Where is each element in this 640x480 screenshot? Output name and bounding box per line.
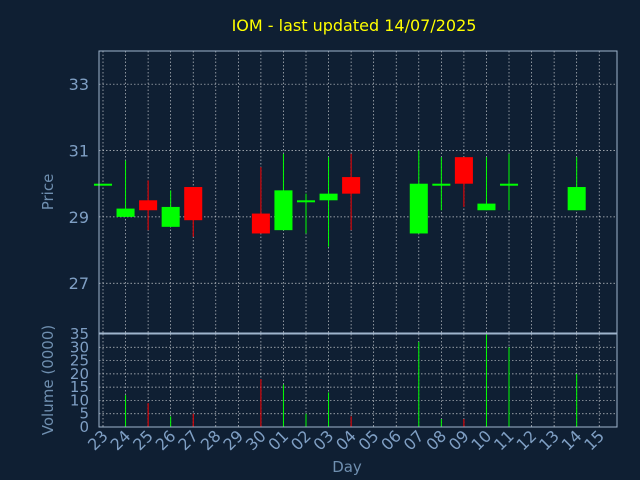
candle-body [93, 183, 113, 186]
price-tick-label: 33 [69, 75, 89, 94]
candle-body [116, 208, 135, 217]
candle-body [161, 206, 180, 227]
candle-body [319, 193, 338, 201]
volume-tick-label: 10 [70, 391, 89, 409]
x-tick-label: 15 [580, 426, 608, 454]
volume-tick-label: 0 [79, 418, 89, 436]
volume-tick-label: 20 [70, 365, 89, 383]
candle-body [409, 183, 428, 234]
volume-tick-label: 30 [70, 338, 89, 356]
volume-tick-label: 5 [79, 405, 89, 423]
candle-body [342, 177, 361, 194]
price-axis-label: Price [39, 174, 57, 211]
candle-body [139, 200, 158, 211]
candle-body [296, 200, 316, 203]
volume-tick-label: 25 [70, 352, 89, 370]
candle-body [432, 183, 451, 186]
price-panel: 27 29 31 33 [69, 50, 618, 334]
volume-tick-label: 15 [70, 378, 89, 396]
candle-body [184, 187, 203, 221]
price-tick-label: 29 [69, 208, 89, 227]
chart-title: IOM - last updated 14/07/2025 [232, 16, 477, 35]
x-axis-label: Day [332, 458, 362, 476]
candle-body [567, 187, 586, 211]
volume-panel-frame [98, 333, 618, 428]
price-tick-label: 27 [69, 274, 89, 293]
candle-body [499, 183, 519, 186]
x-axis-ticks: 2324252627282930010203040506070809101112… [84, 426, 608, 454]
price-panel-frame [98, 50, 618, 334]
candle-body [274, 190, 293, 231]
candle-body [477, 203, 496, 211]
candle-body [251, 213, 270, 234]
volume-axis-label: Volume (0000) [39, 325, 57, 435]
candle-body [454, 157, 473, 184]
volume-tick-label: 35 [70, 325, 89, 343]
price-tick-label: 31 [69, 142, 89, 161]
